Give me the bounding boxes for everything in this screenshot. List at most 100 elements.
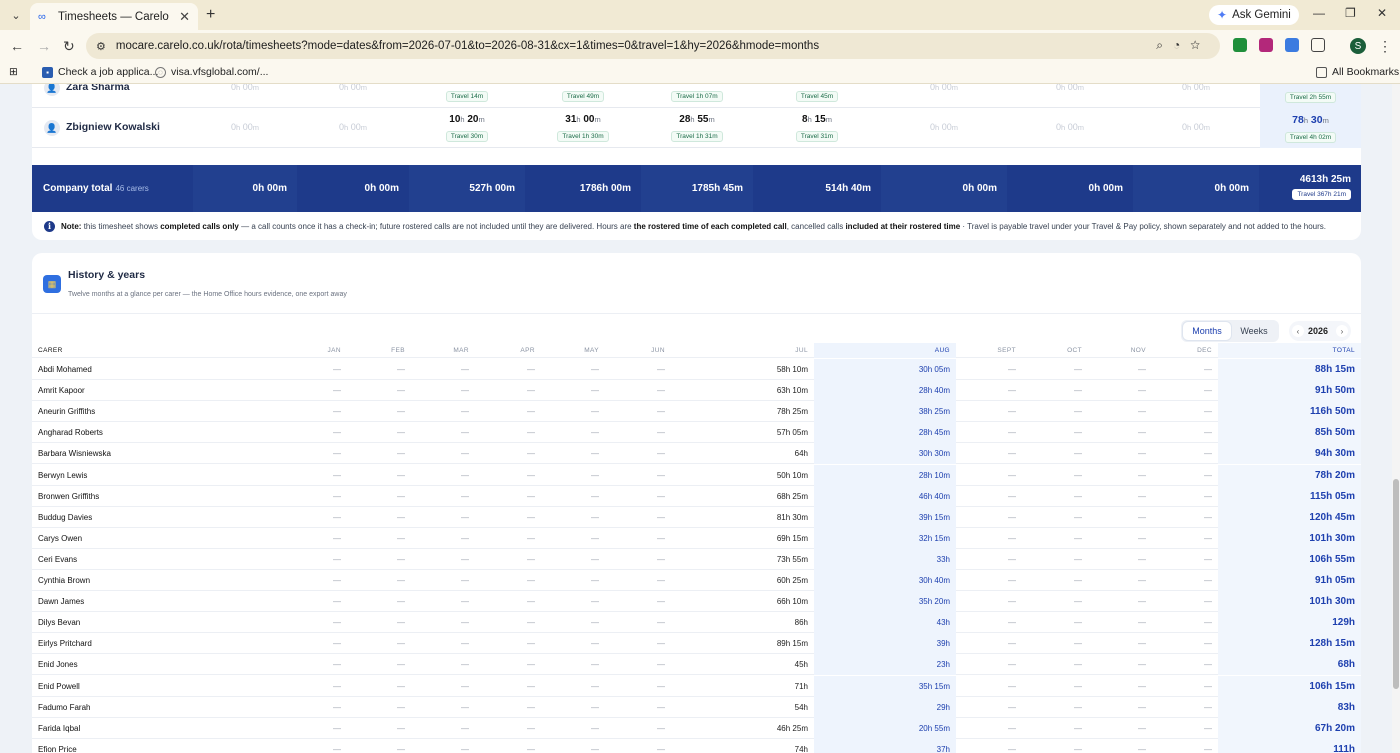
extensions-puzzle-icon[interactable] [1311, 38, 1325, 52]
column-header[interactable]: JUN [651, 347, 665, 354]
hours-cell: 0h 00m [1056, 84, 1084, 92]
empty-month: — [591, 639, 599, 649]
column-header[interactable]: SEPT [997, 347, 1016, 354]
history-row[interactable]: Angharad Roberts — — — — — — 57h 05m 28h 45m — — — —… [32, 422, 1361, 444]
all-bookmarks-button[interactable]: All Bookmarks [1316, 66, 1399, 78]
empty-month: — [461, 681, 469, 691]
month-hours: 69h 15m [776, 533, 808, 543]
next-year-button[interactable]: › [1336, 325, 1348, 337]
travel-badge: Travel 30m [445, 131, 489, 142]
history-row[interactable]: Abdi Mohamed — — — — — — 58h 10m 30h 05m — — — — 88h … [32, 359, 1361, 380]
empty-month: — [591, 365, 599, 374]
extension-blue-icon[interactable] [1285, 38, 1299, 52]
column-header[interactable]: JAN [327, 347, 341, 354]
empty-month: — [1074, 681, 1082, 691]
minimize-icon[interactable]: — [1313, 6, 1325, 20]
empty-month: — [591, 576, 599, 585]
empty-month: — [1138, 576, 1146, 585]
column-header[interactable]: APR [520, 347, 535, 354]
history-row[interactable]: Enid Powell — — — — — — 71h 35h 15m — — — — 106h 15m [32, 675, 1361, 697]
empty-month: — [1138, 702, 1146, 712]
weeks-tab[interactable]: Weeks [1240, 326, 1268, 336]
tab-search-icon[interactable]: ⌄ [11, 9, 21, 22]
address-bar[interactable]: ⚙ mocare.carelo.co.uk/rota/timesheets?mo… [86, 33, 1220, 59]
history-row[interactable]: Cynthia Brown — — — — — — 60h 25m 30h 40m — — — — 91h… [32, 570, 1361, 591]
bookmark-label: visa.vfsglobal.com/... [171, 66, 269, 78]
column-header[interactable]: OCT [1067, 347, 1082, 354]
empty-month: — [461, 449, 469, 459]
ask-gemini-button[interactable]: ✦ Ask Gemini [1209, 5, 1299, 25]
apps-grid-icon[interactable]: ⊞ [9, 66, 18, 78]
empty-month: — [1138, 428, 1146, 438]
history-row[interactable]: Berwyn Lewis — — — — — — 50h 10m 28h 10m — — — — 78h … [32, 464, 1361, 486]
history-row[interactable]: Amrit Kapoor — — — — — — 63h 10m 28h 40m — — — — 91h … [32, 380, 1361, 402]
column-header[interactable]: AUG [814, 343, 956, 358]
history-row[interactable]: Dawn James — — — — — — 66h 10m 35h 20m — — — — 101h 3… [32, 591, 1361, 613]
carer-name: Farida Iqbal [38, 723, 81, 733]
empty-month: — [1008, 723, 1016, 733]
history-row[interactable]: Ceri Evans — — — — — — 73h 55m 33h — — — — 106h 55m [32, 548, 1361, 570]
browser-menu-icon[interactable]: ⋮ [1378, 38, 1392, 54]
column-header[interactable]: MAY [584, 347, 599, 354]
new-tab-icon[interactable]: + [206, 6, 216, 23]
empty-month: — [461, 618, 469, 628]
empty-month: — [1204, 702, 1212, 712]
history-row[interactable]: Carys Owen — — — — — — 69h 15m 32h 15m — — — — 101h 3… [32, 527, 1361, 549]
omnibox-action-icons[interactable]: ⌕◔☆ [1156, 38, 1210, 52]
history-row[interactable]: Aneurin Griffiths — — — — — — 78h 25m 38h 25m — — —… [32, 401, 1361, 423]
scrollbar-thumb[interactable] [1393, 479, 1399, 689]
empty-month: — [333, 554, 341, 564]
history-row[interactable]: Buddug Davies — — — — — — 81h 30m 39h 15m — — — — 120… [32, 506, 1361, 528]
history-row[interactable]: Dilys Bevan — — — — — — 86h 43h — — — — 129h [32, 612, 1361, 634]
months-tab[interactable]: Months [1183, 322, 1231, 340]
year-label: 2026 [1308, 326, 1329, 336]
empty-month: — [591, 723, 599, 733]
empty-month: — [657, 576, 665, 585]
bookmark-job-application[interactable]: ▪ Check a job applica... [42, 66, 158, 78]
column-header[interactable]: TOTAL [1218, 343, 1361, 358]
forward-icon[interactable]: → [37, 38, 51, 54]
empty-month: — [657, 533, 665, 543]
history-row[interactable]: Eirlys Pritchard — — — — — — 89h 15m 39h — — — — 128h… [32, 633, 1361, 655]
history-row[interactable]: Farida Iqbal — — — — — — 46h 25m 20h 55m — — — — 67h … [32, 717, 1361, 739]
history-row[interactable]: Enid Jones — — — — — — 45h 23h — — — — 68h [32, 654, 1361, 676]
column-header[interactable]: MAR [453, 347, 469, 354]
company-total-cell: 0h 00m [1133, 165, 1259, 212]
site-info-icon[interactable]: ⚙ [96, 40, 106, 53]
extension-download-icon[interactable] [1233, 38, 1247, 52]
close-tab-icon[interactable]: ✕ [179, 8, 190, 24]
prev-year-button[interactable]: ‹ [1292, 325, 1304, 337]
window-close-icon[interactable]: ✕ [1377, 6, 1388, 20]
empty-month: — [591, 470, 599, 480]
back-icon[interactable]: ← [10, 38, 24, 54]
empty-month: — [1074, 576, 1082, 585]
bookmark-vfsglobal[interactable]: ◌ visa.vfsglobal.com/... [155, 66, 268, 78]
month-hours: 33h [814, 548, 956, 570]
empty-month: — [591, 702, 599, 712]
carer-name: Zara Sharma [66, 84, 130, 93]
carer-total-cell: 111h 45mTravel 2h 55m [1260, 84, 1361, 108]
profile-avatar[interactable]: S [1350, 38, 1366, 54]
restore-icon[interactable]: ❐ [1345, 6, 1356, 20]
column-header[interactable]: NOV [1130, 347, 1146, 354]
empty-month: — [591, 681, 599, 691]
calendar-icon: ▦ [43, 275, 61, 293]
history-row[interactable]: Fadumo Farah — — — — — — 54h 29h — — — — 83h [32, 696, 1361, 718]
empty-month: — [1008, 365, 1016, 374]
hours-cell: 28h 55m Travel 1h 31m [641, 108, 753, 148]
history-row[interactable]: Bronwen Griffiths — — — — — — 68h 25m 46h 40m — — —… [32, 485, 1361, 507]
extension-purple-icon[interactable] [1259, 38, 1273, 52]
empty-month: — [1204, 365, 1212, 374]
reload-icon[interactable]: ↻ [63, 38, 75, 54]
history-row[interactable]: Barbara Wisniewska — — — — — — 64h 30h 30m — — — — 94… [32, 443, 1361, 465]
column-header[interactable]: CARER [38, 347, 63, 354]
history-row[interactable]: Efion Price — — — — — — 74h 37h — — — — 111h [32, 738, 1361, 753]
column-header[interactable]: DEC [1197, 347, 1212, 354]
column-header[interactable]: FEB [391, 347, 405, 354]
active-tab[interactable]: ∞ Timesheets — Carelo ✕ [30, 3, 198, 30]
empty-month: — [657, 639, 665, 649]
carer-row[interactable]: 👤 Zbigniew Kowalski 0h 00m 0h 00m 10h 20m Tra… [32, 108, 1361, 148]
page-scrollbar[interactable] [1392, 84, 1400, 753]
column-header[interactable]: JUL [795, 347, 808, 354]
